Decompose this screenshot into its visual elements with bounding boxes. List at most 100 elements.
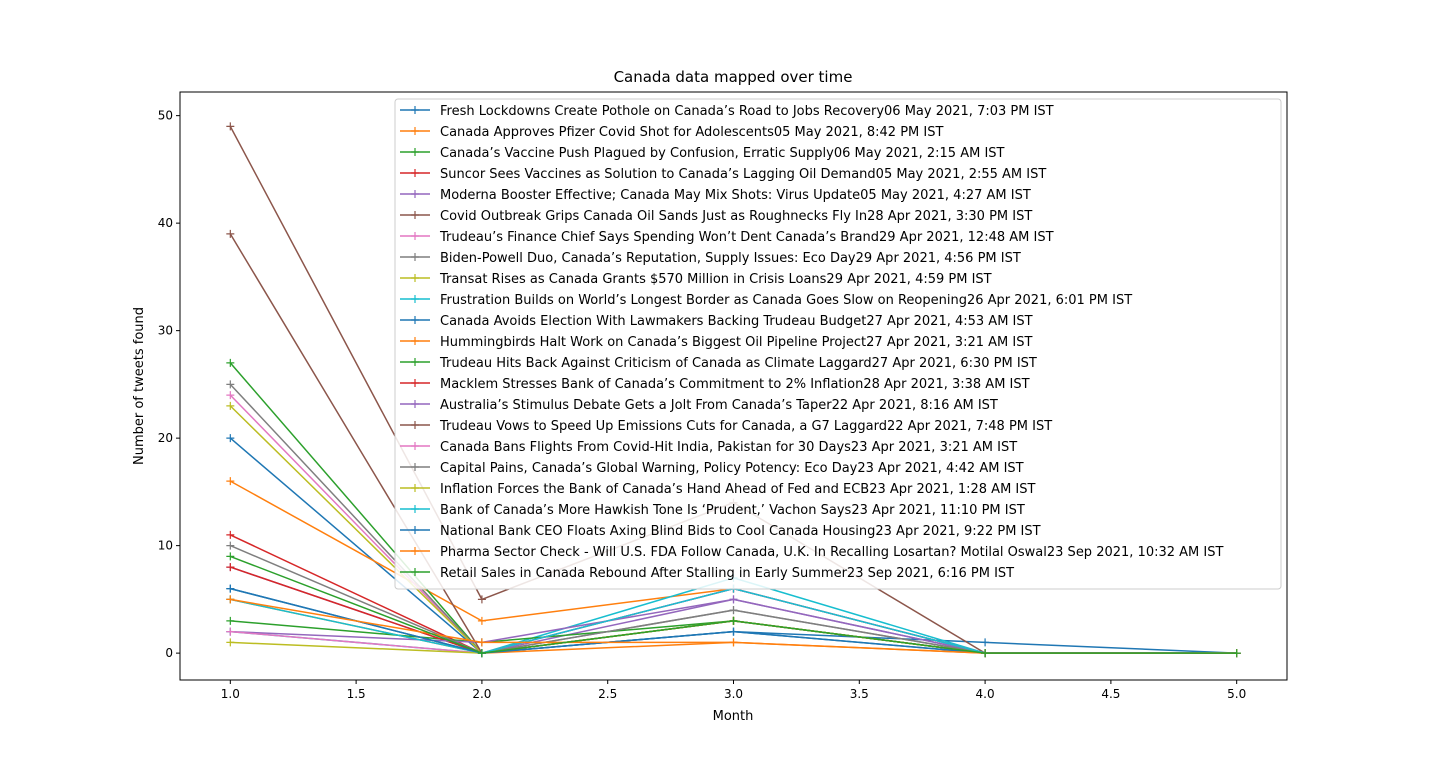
x-axis: 1.0 1.5 2.0 2.5 3.0 3.5 4.0 4.5 5.0 xyxy=(221,680,1246,701)
data-point xyxy=(226,477,235,486)
legend-marker xyxy=(411,127,419,135)
legend-label: Canada Approves Pfizer Covid Shot for Ad… xyxy=(440,125,943,140)
legend-item: Fresh Lockdowns Create Pothole on Canada… xyxy=(400,104,1054,119)
data-point xyxy=(1232,649,1241,658)
legend-item: Inflation Forces the Bank of Canada’s Ha… xyxy=(400,482,1036,497)
legend-marker xyxy=(411,295,419,303)
legend-marker xyxy=(411,148,419,156)
legend-item: Macklem Stresses Bank of Canada’s Commit… xyxy=(400,377,1030,392)
legend-item: Frustration Builds on World’s Longest Bo… xyxy=(400,293,1132,308)
legend-marker xyxy=(411,463,419,471)
y-tick-label: 50 xyxy=(158,109,173,123)
legend-item: Bank of Canada’s More Hawkish Tone Is ‘P… xyxy=(400,503,1025,518)
y-tick-label: 20 xyxy=(158,431,173,445)
legend-label: Hummingbirds Halt Work on Canada’s Bigge… xyxy=(440,335,1032,350)
legend-marker xyxy=(411,169,419,177)
legend-item: Transat Rises as Canada Grants $570 Mill… xyxy=(400,272,992,287)
data-point xyxy=(477,595,486,604)
legend-marker xyxy=(411,190,419,198)
legend-marker xyxy=(411,547,419,555)
legend-marker xyxy=(411,274,419,282)
legend-label: Canada Bans Flights From Covid-Hit India… xyxy=(440,440,1017,455)
x-axis-label: Month xyxy=(713,709,754,724)
y-tick-label: 40 xyxy=(158,216,173,230)
legend-item: Canada Bans Flights From Covid-Hit India… xyxy=(400,440,1017,455)
legend-label: Fresh Lockdowns Create Pothole on Canada… xyxy=(440,104,1054,119)
data-point xyxy=(729,616,738,625)
chart-title: Canada data mapped over time xyxy=(614,68,853,86)
legend-marker xyxy=(411,253,419,261)
data-point xyxy=(226,584,235,593)
legend-label: Macklem Stresses Bank of Canada’s Commit… xyxy=(440,377,1030,392)
legend-label: Canada Avoids Election With Lawmakers Ba… xyxy=(440,314,1033,329)
legend-marker xyxy=(411,400,419,408)
x-tick-label: 1.5 xyxy=(347,687,366,701)
x-tick-label: 5.0 xyxy=(1227,687,1246,701)
legend-item: Moderna Booster Effective; Canada May Mi… xyxy=(400,188,1031,203)
x-tick-label: 3.0 xyxy=(724,687,743,701)
data-point xyxy=(477,649,486,658)
legend-marker xyxy=(411,526,419,534)
y-tick-label: 10 xyxy=(158,539,173,553)
legend-marker xyxy=(411,211,419,219)
legend-label: Pharma Sector Check - Will U.S. FDA Foll… xyxy=(440,545,1223,560)
legend-item: Canada Avoids Election With Lawmakers Ba… xyxy=(400,314,1033,329)
legend-item: Retail Sales in Canada Rebound After Sta… xyxy=(400,566,1014,581)
legend-label: Capital Pains, Canada’s Global Warning, … xyxy=(440,461,1024,476)
legend-item: Hummingbirds Halt Work on Canada’s Bigge… xyxy=(400,335,1032,350)
legend-label: Trudeau Vows to Speed Up Emissions Cuts … xyxy=(439,419,1052,434)
data-point xyxy=(226,434,235,443)
data-point xyxy=(226,391,235,400)
legend-label: Bank of Canada’s More Hawkish Tone Is ‘P… xyxy=(440,503,1025,518)
legend-label: Trudeau Hits Back Against Criticism of C… xyxy=(439,356,1037,371)
x-tick-label: 2.0 xyxy=(472,687,491,701)
legend-label: National Bank CEO Floats Axing Blind Bid… xyxy=(440,524,1041,539)
x-tick-label: 3.5 xyxy=(850,687,869,701)
y-axis-label: Number of tweets found xyxy=(132,307,147,465)
legend-item: Capital Pains, Canada’s Global Warning, … xyxy=(400,461,1024,476)
data-point xyxy=(226,638,235,647)
legend-item: Trudeau’s Finance Chief Says Spending Wo… xyxy=(400,230,1054,245)
legend-label: Retail Sales in Canada Rebound After Sta… xyxy=(440,566,1014,581)
x-tick-label: 1.0 xyxy=(221,687,240,701)
legend-marker xyxy=(411,568,419,576)
x-tick-label: 4.0 xyxy=(976,687,995,701)
legend-marker xyxy=(411,232,419,240)
data-point xyxy=(226,627,235,636)
data-point xyxy=(226,122,235,131)
data-point xyxy=(226,563,235,572)
legend-marker xyxy=(411,316,419,324)
data-point xyxy=(477,638,486,647)
legend-marker xyxy=(411,337,419,345)
legend-marker xyxy=(411,358,419,366)
data-point xyxy=(729,627,738,636)
x-tick-label: 4.5 xyxy=(1101,687,1120,701)
legend-marker xyxy=(411,442,419,450)
data-point xyxy=(226,229,235,238)
legend-label: Biden-Powell Duo, Canada’s Reputation, S… xyxy=(440,251,1021,266)
legend-label: Inflation Forces the Bank of Canada’s Ha… xyxy=(440,482,1036,497)
legend-label: Moderna Booster Effective; Canada May Mi… xyxy=(440,188,1031,203)
legend-item: National Bank CEO Floats Axing Blind Bid… xyxy=(400,524,1041,539)
data-point xyxy=(226,541,235,550)
legend-label: Transat Rises as Canada Grants $570 Mill… xyxy=(439,272,992,287)
legend-label: Australia’s Stimulus Debate Gets a Jolt … xyxy=(440,398,998,413)
legend-label: Canada’s Vaccine Push Plagued by Confusi… xyxy=(440,146,1005,161)
data-point xyxy=(226,380,235,389)
data-point xyxy=(729,638,738,647)
data-point xyxy=(226,595,235,604)
legend-item: Trudeau Vows to Speed Up Emissions Cuts … xyxy=(400,419,1052,434)
legend-item: Canada’s Vaccine Push Plagued by Confusi… xyxy=(400,146,1005,161)
legend-label: Suncor Sees Vaccines as Solution to Cana… xyxy=(440,167,1046,182)
data-point xyxy=(729,595,738,604)
legend-item: Australia’s Stimulus Debate Gets a Jolt … xyxy=(400,398,998,413)
data-point xyxy=(226,552,235,561)
data-point xyxy=(981,638,990,647)
legend-item: Covid Outbreak Grips Canada Oil Sands Ju… xyxy=(400,209,1032,224)
y-axis: 0 10 20 30 40 50 xyxy=(158,109,180,660)
legend-marker xyxy=(411,379,419,387)
legend-item: Biden-Powell Duo, Canada’s Reputation, S… xyxy=(400,251,1021,266)
legend-item: Suncor Sees Vaccines as Solution to Cana… xyxy=(400,167,1046,182)
legend-box xyxy=(394,98,1282,590)
legend-label: Frustration Builds on World’s Longest Bo… xyxy=(440,293,1132,308)
